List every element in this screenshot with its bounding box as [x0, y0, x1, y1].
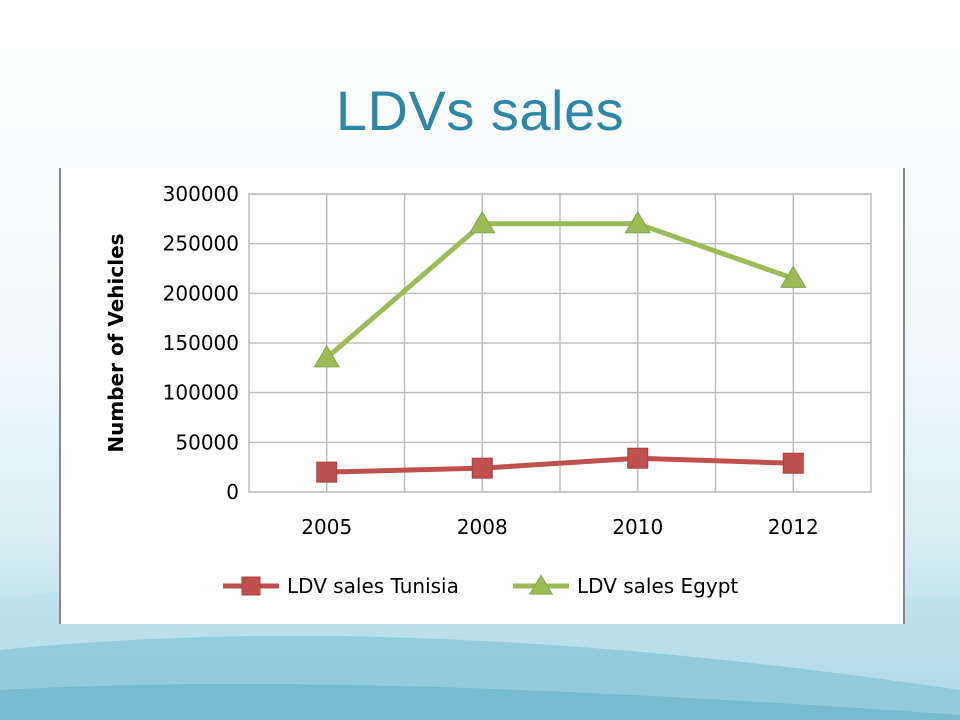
square-marker [241, 576, 261, 596]
x-tick-label: 2010 [612, 515, 663, 539]
y-axis-title: Number of Vehicles [104, 233, 128, 452]
y-tick-label: 0 [226, 480, 239, 504]
chart-series [313, 210, 807, 483]
y-tick-label: 150000 [163, 331, 239, 355]
legend-item: LDV sales Egypt [513, 574, 738, 598]
chart-panel: 0 50000 100000 150000 200000 250000 300000 200… [59, 168, 905, 624]
y-axis-ticks: 0 50000 100000 150000 200000 250000 300000 [163, 182, 239, 504]
chart-legend: LDV sales Tunisia LDV sales Egypt [223, 574, 738, 598]
series-triangle [313, 210, 807, 368]
y-tick-label: 300000 [163, 182, 239, 206]
square-marker [316, 461, 338, 483]
series-line [325, 221, 795, 360]
series-square [316, 447, 804, 483]
legend-label: LDV sales Egypt [577, 574, 738, 598]
triangle-marker [624, 210, 652, 234]
series-line [326, 455, 794, 475]
legend-item: LDV sales Tunisia [223, 574, 459, 598]
line-chart: 0 50000 100000 150000 200000 250000 300000 200… [104, 182, 872, 598]
square-marker [471, 457, 493, 479]
triangle-marker [528, 574, 554, 595]
y-tick-label: 50000 [175, 430, 239, 454]
square-marker [627, 447, 649, 469]
triangle-marker [313, 344, 341, 368]
y-tick-label: 100000 [163, 381, 239, 405]
triangle-marker [468, 210, 496, 234]
y-tick-label: 250000 [163, 232, 239, 256]
chart-gridlines [248, 193, 872, 493]
x-axis-ticks: 2005 2008 2010 2012 [301, 515, 818, 539]
slide-title: LDVs sales [335, 79, 625, 142]
x-tick-label: 2008 [457, 515, 508, 539]
square-marker [782, 452, 804, 474]
x-tick-label: 2012 [768, 515, 819, 539]
legend-label: LDV sales Tunisia [287, 574, 459, 598]
y-tick-label: 200000 [163, 281, 239, 305]
triangle-marker [779, 265, 807, 288]
x-tick-label: 2005 [301, 515, 352, 539]
